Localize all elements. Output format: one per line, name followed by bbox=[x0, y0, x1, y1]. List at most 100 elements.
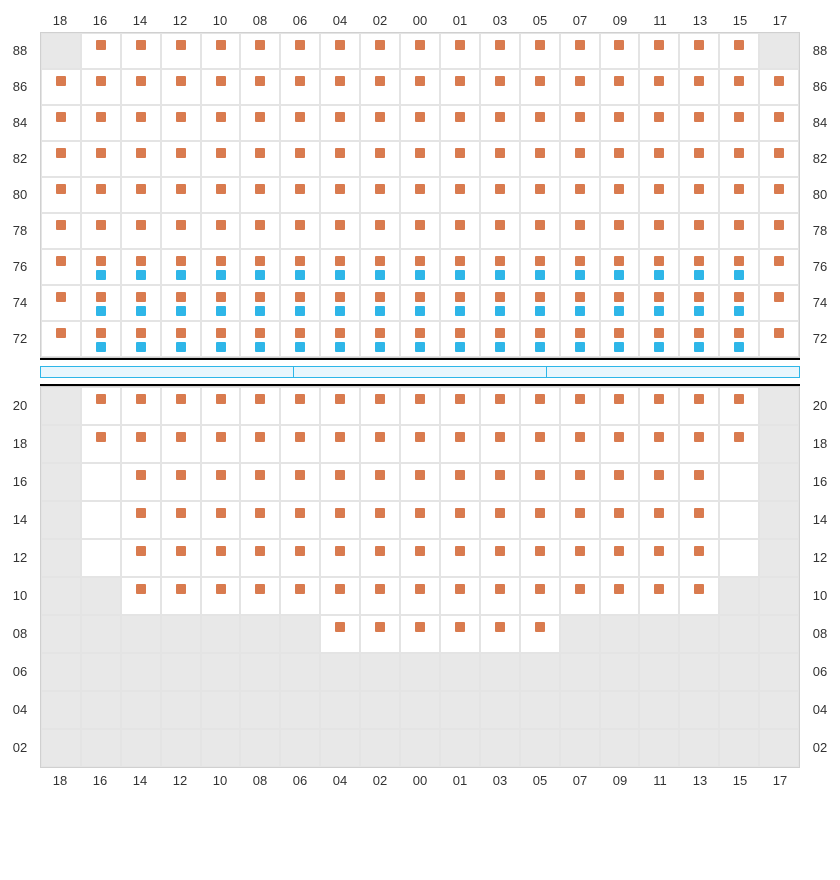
seat-cell[interactable] bbox=[719, 463, 759, 501]
seat-cell[interactable] bbox=[161, 141, 201, 177]
seat-cell[interactable] bbox=[719, 321, 759, 357]
seat-cell[interactable] bbox=[320, 285, 360, 321]
seat-cell[interactable] bbox=[161, 249, 201, 285]
seat-cell[interactable] bbox=[81, 463, 121, 501]
seat-cell[interactable] bbox=[121, 539, 161, 577]
seat-cell[interactable] bbox=[719, 213, 759, 249]
seat-cell[interactable] bbox=[719, 249, 759, 285]
seat-cell[interactable] bbox=[201, 321, 241, 357]
seat-cell[interactable] bbox=[639, 105, 679, 141]
seat-cell[interactable] bbox=[161, 33, 201, 69]
seat-cell[interactable] bbox=[240, 69, 280, 105]
seat-cell[interactable] bbox=[240, 141, 280, 177]
seat-cell[interactable] bbox=[440, 249, 480, 285]
seat-cell[interactable] bbox=[320, 387, 360, 425]
seat-cell[interactable] bbox=[360, 69, 400, 105]
seat-cell[interactable] bbox=[201, 105, 241, 141]
seat-cell[interactable] bbox=[520, 177, 560, 213]
seat-cell[interactable] bbox=[161, 501, 201, 539]
seat-cell[interactable] bbox=[759, 285, 799, 321]
seat-cell[interactable] bbox=[360, 501, 400, 539]
seat-cell[interactable] bbox=[520, 501, 560, 539]
seat-cell[interactable] bbox=[280, 425, 320, 463]
seat-cell[interactable] bbox=[320, 501, 360, 539]
seat-cell[interactable] bbox=[480, 387, 520, 425]
seat-cell[interactable] bbox=[161, 213, 201, 249]
seat-cell[interactable] bbox=[560, 285, 600, 321]
seat-cell[interactable] bbox=[600, 69, 640, 105]
seat-cell[interactable] bbox=[679, 387, 719, 425]
seat-cell[interactable] bbox=[719, 539, 759, 577]
seat-cell[interactable] bbox=[719, 33, 759, 69]
seat-cell[interactable] bbox=[360, 105, 400, 141]
seat-cell[interactable] bbox=[201, 463, 241, 501]
seat-cell[interactable] bbox=[201, 141, 241, 177]
seat-cell[interactable] bbox=[600, 539, 640, 577]
seat-cell[interactable] bbox=[81, 321, 121, 357]
seat-cell[interactable] bbox=[560, 387, 600, 425]
seat-cell[interactable] bbox=[639, 425, 679, 463]
seat-cell[interactable] bbox=[161, 577, 201, 615]
seat-cell[interactable] bbox=[560, 69, 600, 105]
seat-cell[interactable] bbox=[679, 463, 719, 501]
seat-cell[interactable] bbox=[520, 249, 560, 285]
seat-cell[interactable] bbox=[201, 285, 241, 321]
seat-cell[interactable] bbox=[320, 141, 360, 177]
seat-cell[interactable] bbox=[600, 501, 640, 539]
seat-cell[interactable] bbox=[81, 141, 121, 177]
seat-cell[interactable] bbox=[320, 177, 360, 213]
seat-cell[interactable] bbox=[480, 69, 520, 105]
seat-cell[interactable] bbox=[400, 105, 440, 141]
seat-cell[interactable] bbox=[400, 213, 440, 249]
seat-cell[interactable] bbox=[719, 69, 759, 105]
seat-cell[interactable] bbox=[320, 69, 360, 105]
seat-cell[interactable] bbox=[201, 387, 241, 425]
seat-cell[interactable] bbox=[520, 463, 560, 501]
seat-cell[interactable] bbox=[201, 213, 241, 249]
seat-cell[interactable] bbox=[759, 141, 799, 177]
seat-cell[interactable] bbox=[440, 69, 480, 105]
seat-cell[interactable] bbox=[320, 577, 360, 615]
seat-cell[interactable] bbox=[679, 33, 719, 69]
seat-cell[interactable] bbox=[41, 69, 81, 105]
seat-cell[interactable] bbox=[480, 249, 520, 285]
seat-cell[interactable] bbox=[121, 69, 161, 105]
seat-cell[interactable] bbox=[201, 249, 241, 285]
seat-cell[interactable] bbox=[639, 539, 679, 577]
seat-cell[interactable] bbox=[480, 213, 520, 249]
seat-cell[interactable] bbox=[240, 425, 280, 463]
seat-cell[interactable] bbox=[480, 33, 520, 69]
seat-cell[interactable] bbox=[41, 249, 81, 285]
seat-cell[interactable] bbox=[81, 177, 121, 213]
seat-cell[interactable] bbox=[41, 321, 81, 357]
seat-cell[interactable] bbox=[360, 249, 400, 285]
seat-cell[interactable] bbox=[400, 501, 440, 539]
seat-cell[interactable] bbox=[320, 249, 360, 285]
seat-cell[interactable] bbox=[280, 387, 320, 425]
seat-cell[interactable] bbox=[480, 105, 520, 141]
seat-cell[interactable] bbox=[679, 425, 719, 463]
seat-cell[interactable] bbox=[600, 249, 640, 285]
seat-cell[interactable] bbox=[440, 577, 480, 615]
seat-cell[interactable] bbox=[201, 425, 241, 463]
seat-cell[interactable] bbox=[440, 539, 480, 577]
seat-cell[interactable] bbox=[121, 577, 161, 615]
seat-cell[interactable] bbox=[719, 105, 759, 141]
seat-cell[interactable] bbox=[161, 387, 201, 425]
seat-cell[interactable] bbox=[360, 141, 400, 177]
seat-cell[interactable] bbox=[480, 577, 520, 615]
seat-cell[interactable] bbox=[280, 177, 320, 213]
seat-cell[interactable] bbox=[400, 577, 440, 615]
seat-cell[interactable] bbox=[679, 321, 719, 357]
seat-cell[interactable] bbox=[240, 577, 280, 615]
seat-cell[interactable] bbox=[440, 213, 480, 249]
seat-cell[interactable] bbox=[41, 105, 81, 141]
seat-cell[interactable] bbox=[81, 501, 121, 539]
seat-cell[interactable] bbox=[280, 33, 320, 69]
seat-cell[interactable] bbox=[520, 69, 560, 105]
seat-cell[interactable] bbox=[121, 463, 161, 501]
seat-cell[interactable] bbox=[360, 213, 400, 249]
seat-cell[interactable] bbox=[560, 249, 600, 285]
seat-cell[interactable] bbox=[560, 577, 600, 615]
seat-cell[interactable] bbox=[560, 539, 600, 577]
